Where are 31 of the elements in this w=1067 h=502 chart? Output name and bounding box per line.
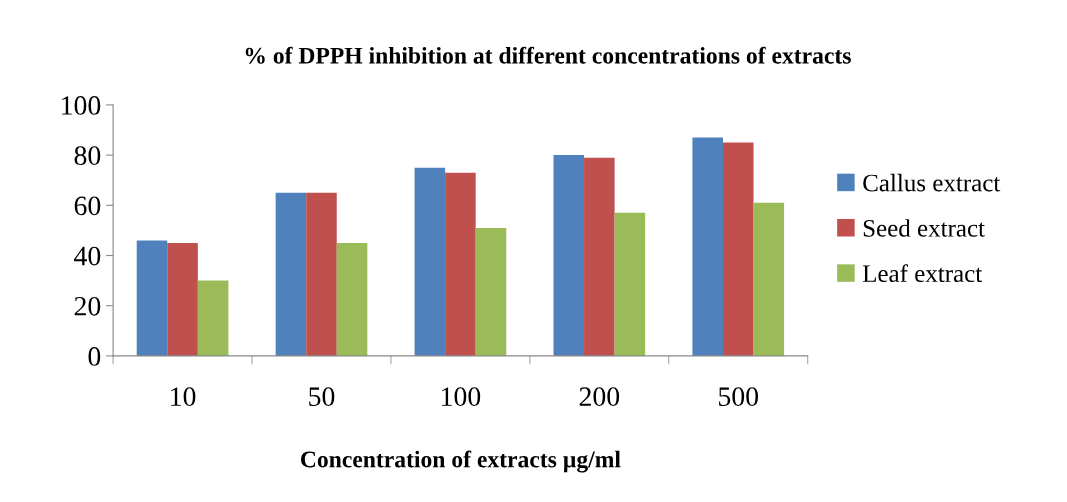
chart-title: % of DPPH inhibition at different concentrations of extracts <box>245 46 851 64</box>
bar <box>197 280 229 356</box>
bar <box>167 242 198 356</box>
x-tick-label: 200 <box>579 387 620 407</box>
y-tick-label: 80 <box>74 146 101 166</box>
bar <box>445 172 476 356</box>
bar <box>414 167 446 356</box>
y-tick-label: 20 <box>74 296 101 316</box>
bar <box>475 227 507 356</box>
x-tick-label: 100 <box>442 387 481 407</box>
bar <box>136 240 168 356</box>
bar <box>584 157 615 356</box>
bar <box>306 192 337 356</box>
bar <box>336 242 368 356</box>
bar <box>614 212 646 356</box>
y-tick-label: 40 <box>74 246 101 266</box>
bar <box>722 142 754 356</box>
x-tick-label: 50 <box>309 387 335 407</box>
x-tick-label: 10 <box>171 387 196 407</box>
y-tick-label: 0 <box>88 347 101 366</box>
bar <box>275 192 307 356</box>
x-tick-label: 500 <box>719 387 759 407</box>
legend-label: Leaf extract <box>862 264 983 283</box>
legend-label: Seed extract <box>863 219 985 237</box>
bar <box>753 202 785 356</box>
x-axis-title: Concentration of extracts µg/ml <box>301 450 621 473</box>
bar <box>553 155 585 356</box>
y-tick-label: 60 <box>74 196 101 216</box>
y-tick-label: 100 <box>62 96 101 115</box>
bar <box>692 137 723 356</box>
legend-label: Callus extract <box>863 173 1001 192</box>
